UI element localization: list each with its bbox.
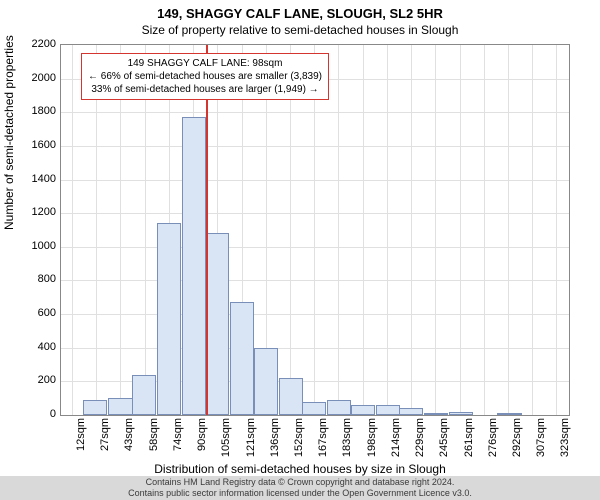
y-tick-label: 1400 [16, 173, 56, 185]
y-tick-label: 200 [16, 374, 56, 386]
histogram-bar [327, 400, 351, 415]
annotation-line: 149 SHAGGY CALF LANE: 98sqm [88, 57, 322, 70]
histogram-bar [376, 405, 400, 415]
y-tick-label: 0 [16, 408, 56, 420]
histogram-bar [449, 412, 473, 415]
footer-attribution: Contains HM Land Registry data © Crown c… [0, 476, 600, 500]
y-tick-label: 600 [16, 307, 56, 319]
x-tick-label: 152sqm [293, 418, 305, 464]
x-tick-label: 245sqm [438, 418, 450, 464]
histogram-bar [351, 405, 375, 415]
footer-line-2: Contains public sector information licen… [0, 488, 600, 499]
x-tick-label: 27sqm [99, 418, 111, 464]
page-title: 149, SHAGGY CALF LANE, SLOUGH, SL2 5HR [0, 0, 600, 21]
histogram-bar [83, 400, 107, 415]
y-tick-label: 1200 [16, 206, 56, 218]
histogram-bar [182, 117, 206, 415]
x-tick-label: 276sqm [487, 418, 499, 464]
y-tick-label: 400 [16, 341, 56, 353]
annotation-box: 149 SHAGGY CALF LANE: 98sqm← 66% of semi… [81, 53, 329, 100]
x-tick-label: 105sqm [220, 418, 232, 464]
histogram-bar [497, 413, 521, 415]
x-tick-label: 183sqm [341, 418, 353, 464]
x-tick-label: 307sqm [535, 418, 547, 464]
histogram-bar [399, 408, 423, 415]
annotation-line: ← 66% of semi-detached houses are smalle… [88, 70, 322, 83]
x-tick-label: 43sqm [123, 418, 135, 464]
x-axis-label: Distribution of semi-detached houses by … [0, 462, 600, 476]
histogram-bar [424, 413, 448, 415]
y-tick-label: 800 [16, 273, 56, 285]
x-tick-label: 12sqm [75, 418, 87, 464]
y-axis-label: Number of semi-detached properties [2, 35, 16, 230]
subtitle: Size of property relative to semi-detach… [0, 21, 600, 40]
chart-plot-area: 149 SHAGGY CALF LANE: 98sqm← 66% of semi… [60, 44, 570, 416]
y-tick-label: 1800 [16, 105, 56, 117]
x-tick-label: 74sqm [172, 418, 184, 464]
y-tick-label: 2000 [16, 72, 56, 84]
histogram-bar [108, 398, 132, 415]
x-tick-label: 261sqm [463, 418, 475, 464]
x-tick-label: 229sqm [414, 418, 426, 464]
histogram-bar [302, 402, 326, 415]
histogram-bar [157, 223, 181, 415]
x-tick-label: 121sqm [245, 418, 257, 464]
histogram-bar [254, 348, 278, 415]
x-tick-label: 323sqm [559, 418, 571, 464]
x-tick-label: 136sqm [269, 418, 281, 464]
x-tick-label: 58sqm [148, 418, 160, 464]
x-tick-label: 214sqm [390, 418, 402, 464]
histogram-bar [132, 375, 156, 415]
x-tick-label: 198sqm [366, 418, 378, 464]
annotation-line: 33% of semi-detached houses are larger (… [88, 83, 322, 96]
y-tick-label: 1600 [16, 139, 56, 151]
footer-line-1: Contains HM Land Registry data © Crown c… [0, 477, 600, 488]
histogram-bar [230, 302, 254, 415]
histogram-bar [279, 378, 303, 415]
x-tick-label: 167sqm [317, 418, 329, 464]
x-tick-label: 90sqm [196, 418, 208, 464]
x-tick-label: 292sqm [511, 418, 523, 464]
reference-line [206, 45, 208, 415]
y-tick-label: 1000 [16, 240, 56, 252]
histogram-bar [205, 233, 229, 415]
y-tick-label: 2200 [16, 38, 56, 50]
